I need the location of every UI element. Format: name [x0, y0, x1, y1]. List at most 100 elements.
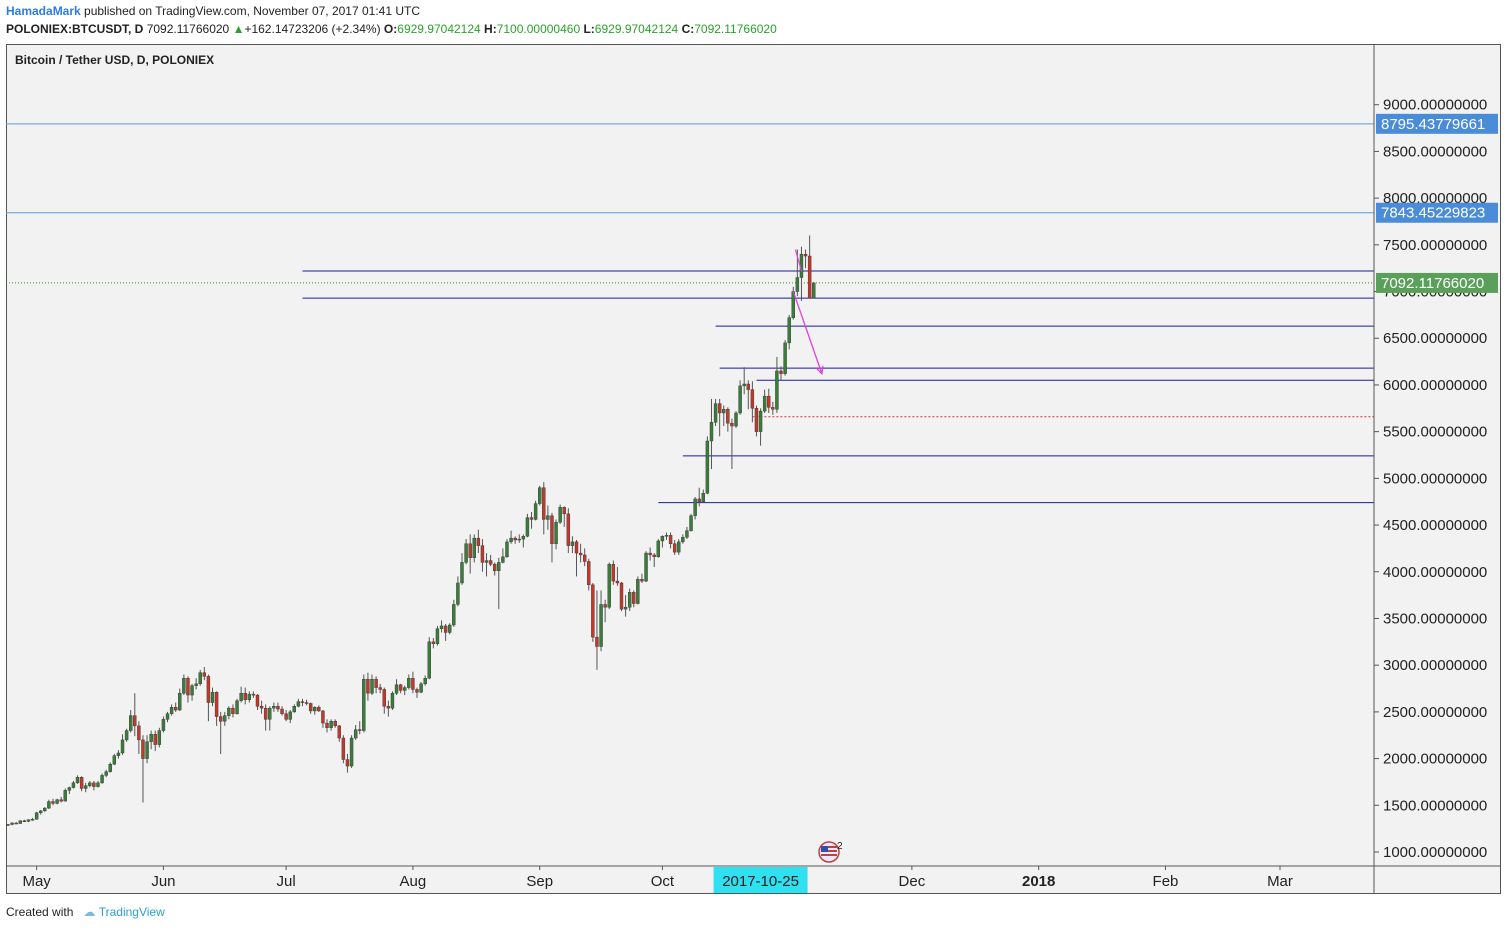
candle-body	[116, 752, 121, 756]
time-tick-label: Aug	[400, 873, 427, 890]
tradingview-logo-icon[interactable]: ☁	[83, 905, 96, 919]
candle-body	[480, 545, 485, 563]
candle-body	[587, 561, 591, 586]
time-tick-label: May	[22, 873, 51, 890]
candle-body	[251, 693, 256, 696]
candle-body	[300, 701, 305, 703]
forecast-arrow-line[interactable]	[792, 291, 823, 374]
price-tick-label: 3000.00000000	[1383, 657, 1487, 674]
candle-body	[693, 498, 697, 516]
candle-body	[18, 820, 22, 824]
ray-price-tag[interactable]	[1376, 113, 1498, 134]
time-axis[interactable]: May Jun Jul Aug Sep Oct Dec 2018 Feb Mar 2017-10-2…	[6, 865, 1501, 893]
candle-body	[812, 282, 816, 299]
us-flag-event-icon[interactable]: 2	[818, 841, 843, 863]
candle-body	[717, 403, 722, 414]
candle-body	[186, 678, 190, 696]
time-tick-label: Feb	[1153, 873, 1179, 890]
level-lines-layer	[6, 123, 1374, 504]
candle-body	[378, 687, 382, 690]
price-axis[interactable]: 9000.000000008500.000000008000.000000007…	[1373, 44, 1498, 894]
crosshair-date-tag	[713, 867, 808, 893]
candle-body	[431, 641, 436, 644]
candle-body	[141, 739, 145, 759]
candle-body	[652, 554, 656, 558]
candle-body	[71, 782, 76, 788]
change-text: +162.14723206 (+2.34%)	[244, 22, 381, 36]
candle-body	[79, 777, 84, 789]
candle-body	[259, 706, 264, 709]
candle-body	[10, 822, 14, 825]
chart-frame[interactable]	[6, 44, 1501, 894]
candle-body	[255, 694, 260, 707]
candle-body	[104, 771, 108, 776]
candle-body	[169, 707, 174, 714]
candle-body	[304, 702, 309, 704]
candle-body	[660, 536, 665, 542]
ray-price-tag-label: 8795.43779661	[1381, 116, 1485, 133]
candle-body	[783, 342, 787, 374]
forecast-arrow-start	[794, 249, 803, 272]
candle-body	[92, 782, 96, 787]
up-triangle-icon: ▲	[232, 22, 245, 36]
last-price-tag[interactable]	[1376, 272, 1498, 293]
candle-body	[263, 707, 268, 720]
open-label: O:	[383, 22, 398, 36]
candle-body	[435, 628, 440, 644]
candle-body	[358, 729, 362, 731]
candle-body	[443, 625, 448, 633]
candle-body	[137, 725, 141, 741]
candle-body	[276, 706, 280, 710]
candle-body	[542, 487, 546, 520]
ray-price-tag[interactable]	[1376, 202, 1498, 223]
price-tick-label: 1000.00000000	[1383, 844, 1487, 861]
author-link[interactable]: HamadaMark	[6, 4, 81, 18]
candle-body	[599, 604, 603, 647]
candle-body	[644, 552, 648, 582]
candle-body	[14, 822, 18, 825]
time-tick-label: Oct	[651, 873, 675, 890]
tradingview-link[interactable]: TradingView	[98, 905, 165, 919]
candle-body	[321, 710, 325, 724]
candle-body	[460, 562, 464, 584]
candle-body	[22, 820, 27, 822]
candle-body	[697, 498, 701, 502]
candle-body	[403, 687, 407, 691]
candle-body	[6, 824, 10, 826]
candle-body	[574, 541, 579, 554]
candle-body	[603, 604, 607, 608]
candle-body	[55, 799, 59, 804]
published-text: published on TradingView.com, November 0…	[80, 4, 421, 18]
candle-body	[161, 719, 166, 731]
candle-body	[611, 564, 616, 582]
candle-body	[595, 636, 599, 647]
candle-body	[190, 685, 194, 696]
candle-body	[288, 711, 292, 720]
candle-body	[39, 810, 43, 813]
candle-body	[517, 538, 521, 541]
candle-body	[493, 564, 497, 572]
candle-body	[268, 707, 272, 720]
price-tick-label: 4500.00000000	[1383, 517, 1487, 534]
ray-price-tag-label: 7843.45229823	[1381, 205, 1485, 222]
candle-body	[562, 507, 566, 515]
candle-body	[623, 607, 628, 610]
open-value: 6929.97042124	[397, 22, 481, 36]
candle-body	[501, 556, 505, 563]
candle-body	[108, 763, 112, 772]
candle-body	[505, 541, 509, 558]
candle-body	[165, 713, 170, 720]
candle-body	[758, 410, 763, 432]
candles-layer	[6, 235, 816, 826]
footer: Created with ☁ TradingView	[6, 905, 165, 919]
candle-body	[178, 692, 182, 711]
candle-body	[194, 683, 198, 686]
candle-body	[308, 703, 313, 712]
candle-body	[202, 672, 207, 677]
candle-body	[452, 604, 456, 626]
price-chart[interactable]: 9000.000000008500.000000008000.000000007…	[6, 44, 1501, 894]
candle-body	[550, 515, 554, 544]
created-with-text: Created with	[6, 905, 74, 919]
candle-body	[709, 422, 714, 442]
overlay-layer	[792, 249, 824, 376]
